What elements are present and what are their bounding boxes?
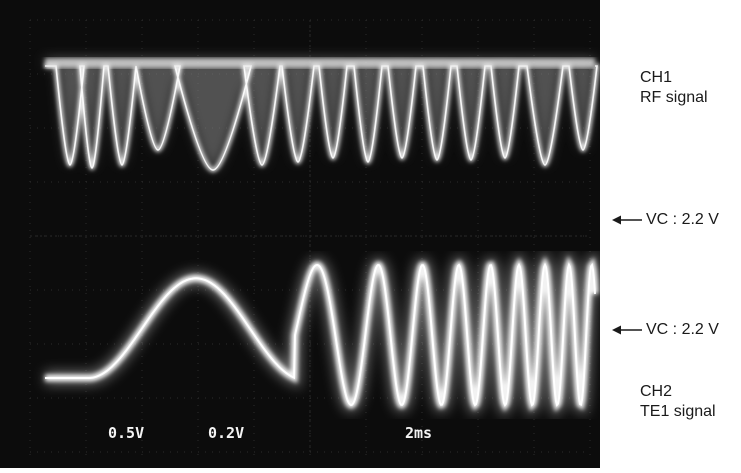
vc-bottom-label: VC : 2.2 V: [646, 321, 719, 338]
ch2-volts-per-div-readout: 0.2V: [208, 424, 244, 442]
ch1-volts-per-div-readout: 0.5V: [108, 424, 144, 442]
ch1-name: CH1: [640, 69, 673, 86]
ch1-label: CH1 RF signal: [640, 68, 708, 108]
vc-top-marker: VC : 2.2 V: [612, 210, 719, 230]
ch1-rf-trace: [45, 58, 600, 173]
ch2-te1-trace: [45, 246, 602, 419]
left-arrow-icon: [612, 325, 642, 335]
ch2-signal-name: TE1 signal: [640, 403, 716, 420]
time-per-div-readout: 2ms: [405, 424, 432, 442]
ch2-label: CH2 TE1 signal: [640, 382, 716, 422]
vc-top-label: VC : 2.2 V: [646, 211, 719, 228]
left-arrow-icon: [612, 215, 642, 225]
ch1-signal-name: RF signal: [640, 89, 708, 106]
vc-bottom-marker: VC : 2.2 V: [612, 320, 719, 340]
ch2-name: CH2: [640, 383, 673, 400]
oscilloscope-screen: 0.5V 0.2V 2ms: [0, 0, 602, 468]
